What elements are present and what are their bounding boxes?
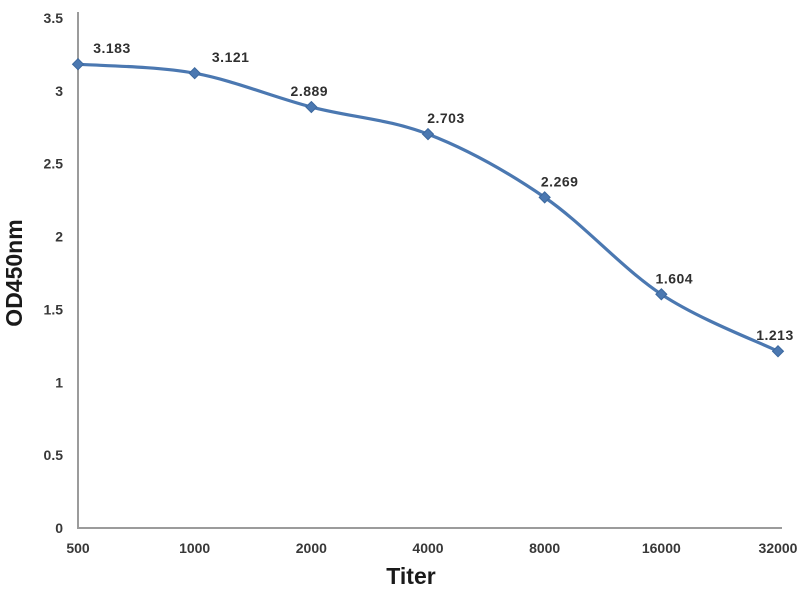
y-axis-title: OD450nm (1, 219, 27, 326)
x-tick-label: 4000 (412, 540, 443, 556)
y-tick-label: 2 (55, 229, 63, 245)
data-point-marker (305, 100, 318, 114)
series-line (76, 62, 780, 353)
x-tick-label: 2000 (296, 540, 327, 556)
data-point-marker (655, 288, 668, 301)
axes-layer: 0 0.5 1 1.5 2 2.5 3 3.5 500 1000 2000 4000 8000 16000… (44, 10, 798, 556)
x-tick-label: 8000 (529, 540, 560, 556)
data-point-label: 3.121 (212, 49, 250, 65)
data-point-label: 1.604 (656, 270, 694, 286)
data-point-marker (71, 57, 85, 71)
x-tick-label: 1000 (179, 540, 210, 556)
data-point-label: 2.703 (427, 110, 465, 126)
y-tick-label: 1.5 (44, 301, 64, 317)
data-point-marker (771, 345, 785, 358)
data-point-label: 3.183 (93, 40, 131, 56)
data-point-marker (421, 127, 435, 141)
data-point-label: 1.213 (756, 327, 794, 343)
y-tick-label: 3 (55, 83, 63, 99)
data-point-label: 2.889 (291, 83, 329, 99)
y-tick-label: 1 (55, 374, 63, 390)
series-layer (71, 57, 785, 358)
labels-layer: 3.183 3.121 2.889 2.703 2.269 1.604 1.213 (93, 40, 794, 343)
data-point-marker (188, 67, 201, 80)
x-axis-title: Titer (386, 563, 435, 589)
y-tick-label: 2.5 (44, 156, 64, 172)
x-tick-label: 32000 (759, 540, 798, 556)
x-tick-label: 16000 (642, 540, 681, 556)
y-tick-label: 0.5 (44, 447, 64, 463)
data-point-label: 2.269 (541, 173, 579, 189)
y-tick-label: 3.5 (44, 10, 64, 26)
x-tick-label: 500 (66, 540, 90, 556)
y-tick-label: 0 (55, 520, 63, 536)
data-point-marker (538, 191, 551, 204)
